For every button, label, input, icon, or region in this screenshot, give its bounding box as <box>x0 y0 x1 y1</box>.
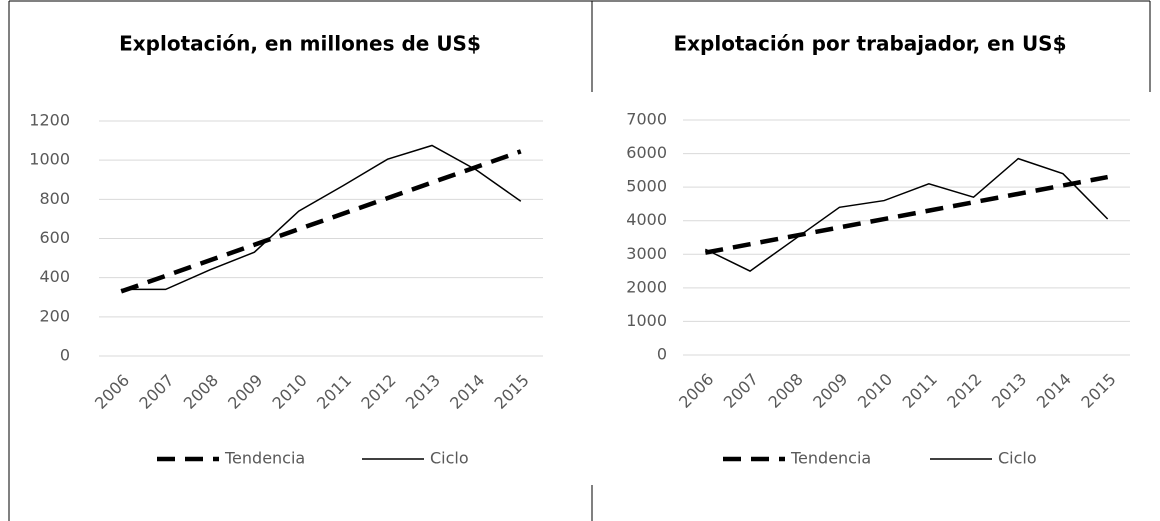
x-tick-label: 2013 <box>402 371 444 413</box>
y-tick-label: 2000 <box>626 277 667 296</box>
x-tick-label: 2015 <box>1077 370 1119 412</box>
x-tick-label: 2006 <box>675 370 717 412</box>
y-tick-label: 3000 <box>626 244 667 263</box>
x-tick-label: 2007 <box>135 371 177 413</box>
chart-title: Explotación por trabajador, en US$ <box>673 32 1066 56</box>
y-tick-label: 400 <box>39 267 70 286</box>
y-tick-label: 1000 <box>29 150 70 169</box>
x-tick-label: 2010 <box>854 370 896 412</box>
y-tick-label: 0 <box>657 345 667 364</box>
x-tick-label: 2011 <box>899 370 941 412</box>
y-tick-label: 4000 <box>626 210 667 229</box>
line-series <box>121 144 522 291</box>
x-tick-label: 2007 <box>720 370 762 412</box>
line-series <box>704 174 1109 255</box>
x-tick-label: 2010 <box>269 371 311 413</box>
x-tick-label: 2009 <box>809 370 851 412</box>
legend-label: Tendencia <box>224 449 305 468</box>
y-tick-label: 200 <box>39 306 70 325</box>
x-tick-label: 2008 <box>765 370 807 412</box>
y-tick-label: 1000 <box>626 311 667 330</box>
legend-label: Ciclo <box>430 449 469 468</box>
x-tick-label: 2006 <box>91 371 133 413</box>
x-tick-label: 2014 <box>446 371 488 413</box>
chart-title: Explotación, en millones de US$ <box>119 32 481 56</box>
x-tick-label: 2013 <box>988 370 1030 412</box>
x-tick-label: 2011 <box>313 371 355 413</box>
x-tick-label: 2014 <box>1033 370 1075 412</box>
y-tick-label: 800 <box>39 189 70 208</box>
y-tick-label: 600 <box>39 228 70 247</box>
line-series <box>705 157 1109 272</box>
y-tick-label: 1200 <box>29 111 70 130</box>
x-tick-label: 2012 <box>943 370 985 412</box>
y-tick-label: 7000 <box>626 110 667 129</box>
legend-label: Tendencia <box>790 449 871 468</box>
legend-label: Ciclo <box>998 449 1037 468</box>
x-tick-label: 2012 <box>357 371 399 413</box>
x-tick-label: 2009 <box>224 371 266 413</box>
y-tick-label: 5000 <box>626 177 667 196</box>
x-tick-label: 2008 <box>180 371 222 413</box>
y-tick-label: 0 <box>60 346 70 365</box>
line-series <box>120 149 522 294</box>
y-tick-label: 6000 <box>626 143 667 162</box>
x-tick-label: 2015 <box>491 371 533 413</box>
